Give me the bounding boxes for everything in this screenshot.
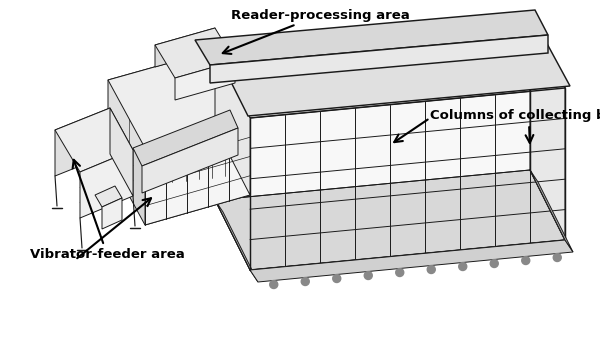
Polygon shape xyxy=(250,88,565,270)
Polygon shape xyxy=(55,108,110,176)
Polygon shape xyxy=(133,110,238,166)
Polygon shape xyxy=(215,50,250,195)
Polygon shape xyxy=(215,18,533,58)
Polygon shape xyxy=(108,50,215,157)
Polygon shape xyxy=(215,200,258,282)
Circle shape xyxy=(270,280,278,288)
Circle shape xyxy=(301,278,309,286)
Polygon shape xyxy=(175,61,235,100)
Polygon shape xyxy=(110,108,133,196)
Polygon shape xyxy=(155,28,215,67)
Circle shape xyxy=(396,269,404,277)
Circle shape xyxy=(553,254,561,262)
Polygon shape xyxy=(215,18,530,200)
Polygon shape xyxy=(195,10,548,65)
Polygon shape xyxy=(215,18,565,118)
Polygon shape xyxy=(108,127,250,225)
Polygon shape xyxy=(145,118,250,225)
Circle shape xyxy=(522,256,530,264)
Text: Vibrator-feeder area: Vibrator-feeder area xyxy=(30,160,185,262)
Polygon shape xyxy=(250,240,573,282)
Polygon shape xyxy=(155,28,235,78)
Polygon shape xyxy=(210,35,548,83)
Polygon shape xyxy=(102,198,122,229)
Polygon shape xyxy=(213,16,570,116)
Polygon shape xyxy=(55,108,133,172)
Circle shape xyxy=(364,271,372,279)
Polygon shape xyxy=(80,150,133,218)
Polygon shape xyxy=(215,170,565,270)
Polygon shape xyxy=(530,18,565,240)
Polygon shape xyxy=(95,186,122,207)
Circle shape xyxy=(459,262,467,271)
Polygon shape xyxy=(142,128,238,193)
Polygon shape xyxy=(530,170,573,252)
Text: Reader-processing area: Reader-processing area xyxy=(223,8,409,54)
Circle shape xyxy=(490,260,498,268)
Text: Columns of collecting bins: Columns of collecting bins xyxy=(430,109,600,143)
Circle shape xyxy=(333,274,341,282)
Polygon shape xyxy=(108,50,250,148)
Circle shape xyxy=(427,265,435,273)
